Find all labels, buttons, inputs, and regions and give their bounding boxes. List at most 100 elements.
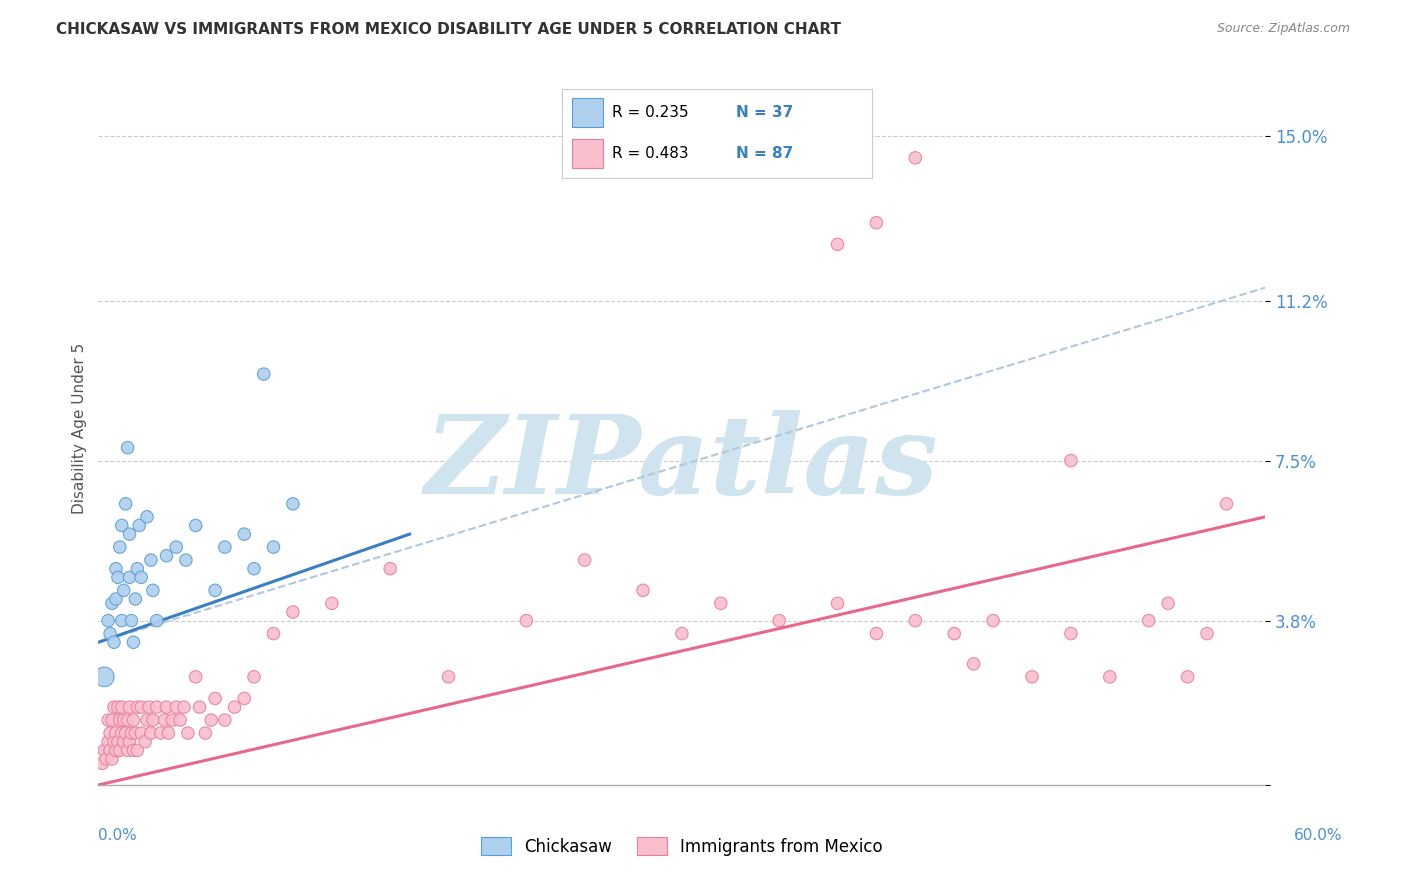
Point [139, 553, 162, 567]
Point [122, 743, 145, 757]
Point [243, 562, 266, 576]
Point [117, 743, 139, 757]
Point [142, 713, 165, 727]
Point [118, 700, 141, 714]
Point [262, 540, 284, 554]
Point [121, 726, 143, 740]
Text: N = 37: N = 37 [735, 105, 793, 120]
Bar [572, 98, 603, 127]
Point [904, 614, 927, 628]
Point [243, 670, 266, 684]
Point [153, 713, 176, 727]
Point [114, 726, 136, 740]
Point [111, 726, 134, 740]
Point [138, 700, 160, 714]
Point [380, 562, 402, 576]
Point [224, 700, 246, 714]
Point [253, 367, 276, 381]
Point [97, 713, 120, 727]
Text: R = 0.235: R = 0.235 [612, 105, 689, 120]
Point [112, 713, 135, 727]
Point [111, 614, 134, 628]
Point [865, 216, 887, 230]
Point [149, 726, 172, 740]
Point [1098, 670, 1121, 684]
Point [827, 596, 849, 610]
Point [118, 527, 141, 541]
Point [101, 596, 124, 610]
Point [108, 743, 131, 757]
Point [1195, 626, 1218, 640]
Point [114, 497, 136, 511]
Point [96, 752, 118, 766]
Point [184, 670, 207, 684]
Point [134, 735, 156, 749]
Point [962, 657, 984, 671]
Point [574, 553, 596, 567]
Text: CHICKASAW VS IMMIGRANTS FROM MEXICO DISABILITY AGE UNDER 5 CORRELATION CHART: CHICKASAW VS IMMIGRANTS FROM MEXICO DISA… [56, 22, 841, 37]
Point [169, 713, 191, 727]
Point [122, 635, 145, 649]
Point [103, 700, 125, 714]
Point [321, 596, 343, 610]
Point [1177, 670, 1199, 684]
Point [98, 626, 121, 640]
Point [93, 670, 115, 684]
Point [97, 735, 120, 749]
Point [128, 518, 150, 533]
Point [108, 713, 131, 727]
Point [91, 756, 114, 771]
Text: 0.0%: 0.0% [98, 828, 138, 843]
Point [671, 626, 693, 640]
Point [136, 509, 159, 524]
Point [943, 626, 966, 640]
Point [112, 583, 135, 598]
Point [768, 614, 790, 628]
Point [127, 743, 149, 757]
Point [136, 713, 159, 727]
Point [103, 635, 125, 649]
Text: N = 87: N = 87 [735, 146, 793, 161]
Point [1060, 453, 1083, 467]
Point [200, 713, 222, 727]
Point [98, 743, 121, 757]
Point [233, 527, 256, 541]
Point [214, 540, 236, 554]
Point [101, 752, 124, 766]
Point [177, 726, 200, 740]
Point [124, 726, 146, 740]
Point [194, 726, 217, 740]
Point [184, 518, 207, 533]
Point [103, 735, 125, 749]
Point [515, 614, 537, 628]
Point [104, 592, 127, 607]
Point [107, 735, 129, 749]
Point [111, 700, 134, 714]
Point [146, 614, 169, 628]
Point [155, 549, 177, 563]
Point [129, 726, 152, 740]
Point [174, 553, 197, 567]
Point [93, 743, 115, 757]
Point [437, 670, 460, 684]
Point [710, 596, 733, 610]
Point [204, 583, 226, 598]
Point [104, 726, 127, 740]
Point [101, 713, 124, 727]
Point [97, 614, 120, 628]
Point [204, 691, 226, 706]
Point [1157, 596, 1180, 610]
Point [127, 700, 149, 714]
Point [188, 700, 211, 714]
Point [146, 700, 169, 714]
Bar [572, 139, 603, 168]
Point [865, 626, 887, 640]
Point [981, 614, 1004, 628]
Point [1021, 670, 1043, 684]
Point [104, 562, 127, 576]
Text: R = 0.483: R = 0.483 [612, 146, 689, 161]
Point [98, 726, 121, 740]
Point [155, 700, 177, 714]
Point [162, 713, 184, 727]
Point [1060, 626, 1083, 640]
